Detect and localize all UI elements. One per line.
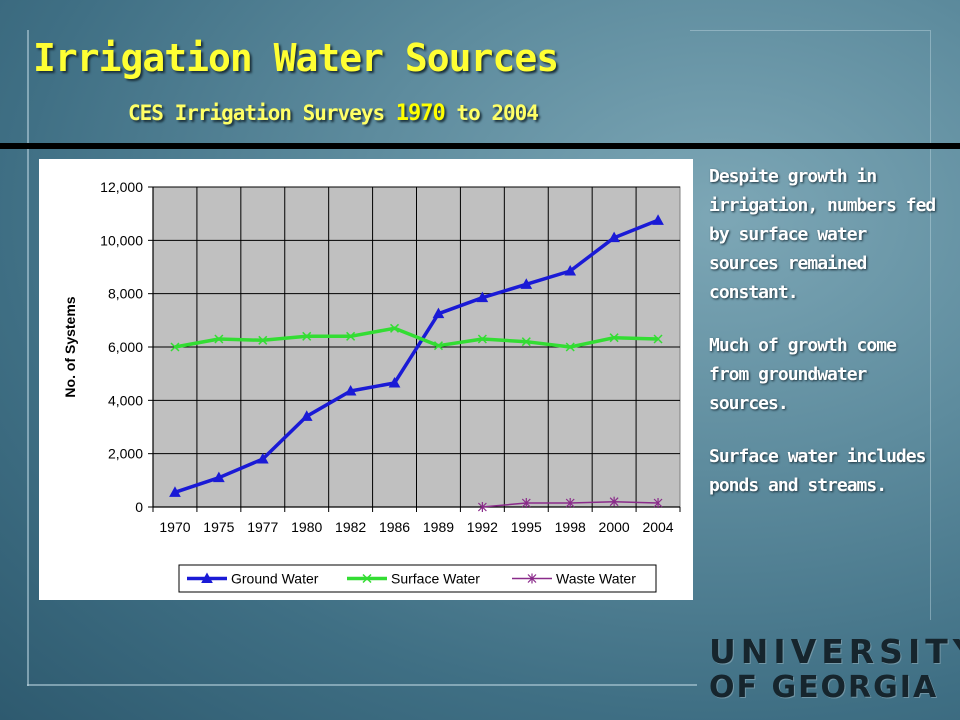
data-point-surface-water-stroke [609, 333, 619, 343]
data-point-surface-water [214, 334, 224, 344]
series-line-ground-water [174, 218, 659, 494]
data-point-ground-water [520, 278, 533, 289]
x-tick-label: 2000 [599, 519, 630, 535]
data-point-ground-water [388, 376, 401, 388]
frame-line-bottom [27, 684, 697, 686]
data-point-surface-water [653, 334, 663, 344]
university-logo: UNIVERSITY OF GEORGIA [709, 634, 960, 706]
legend-box [178, 564, 657, 593]
notes-panel: Despite growth in irrigation, numbers fe… [709, 162, 944, 524]
x-tick-label: 1982 [335, 519, 366, 535]
data-point-surface-water-stroke [390, 323, 400, 333]
slide-title: Irrigation Water Sources [33, 36, 559, 80]
y-tick-label: 0 [135, 499, 143, 515]
data-point-ground-water [476, 291, 489, 303]
data-point-surface-water-stroke [258, 335, 268, 345]
y-tick-label: 8,000 [108, 286, 143, 302]
data-point-surface-water [433, 341, 443, 351]
x-tick-label: 1989 [423, 519, 454, 535]
legend-marker-ground-water [201, 572, 213, 583]
legend-label-surface-water: Surface Water [391, 571, 480, 587]
y-tick-label: 12,000 [100, 179, 143, 195]
y-tick-label: 4,000 [108, 392, 143, 408]
data-point-surface-water-stroke [214, 334, 224, 344]
chart-container: 0 2,000 4,000 6,000 8,000 10,000 12,000 1970 197… [39, 159, 693, 600]
x-tick-label: 1992 [467, 519, 498, 535]
data-point-waste-water [653, 498, 663, 508]
x-tick-label: 1986 [379, 519, 410, 535]
x-tick-label: 1975 [203, 519, 234, 535]
y-tick-label: 10,000 [100, 232, 143, 248]
data-point-surface-water-stroke [346, 331, 356, 341]
data-point-surface-water-stroke [565, 342, 575, 352]
data-point-ground-water [608, 231, 620, 243]
x-tick-label: 1995 [511, 519, 542, 535]
data-point-surface-water [565, 342, 575, 352]
subtitle-start-year: 1970 [395, 101, 446, 126]
data-point-ground-water [300, 410, 313, 421]
series-line-surface-water [174, 326, 659, 349]
data-point-surface-water [477, 334, 487, 344]
data-point-surface-water [170, 342, 180, 352]
data-point-surface-water-stroke [477, 334, 487, 344]
data-point-surface-water [521, 337, 531, 347]
data-point-waste-water [565, 498, 575, 508]
subtitle-prefix: CES Irrigation Surveys [128, 101, 396, 125]
frame-line-left [27, 30, 29, 686]
note-surface-definition: Surface water includes ponds and streams… [709, 446, 926, 496]
x-tick-label: 1980 [291, 519, 322, 535]
data-point-ground-water [344, 384, 357, 396]
data-point-waste-water [521, 498, 531, 508]
logo-line-university: UNIVERSITY [709, 632, 960, 671]
data-point-surface-water [302, 331, 312, 341]
x-tick-label: 1977 [247, 519, 278, 535]
data-point-ground-water [169, 486, 181, 497]
y-axis-label: No. of Systems [62, 296, 78, 397]
legend-label-waste-water: Waste Water [556, 571, 636, 587]
frame-line-top [690, 30, 930, 31]
subtitle-suffix: to 2004 [444, 101, 539, 125]
data-point-ground-water [432, 307, 445, 319]
x-tick-label: 2004 [642, 519, 673, 535]
legend-marker-surface-water-stroke [362, 573, 372, 584]
title-divider [0, 143, 960, 149]
legend-marker-surface-water [362, 573, 372, 584]
x-tick-label: 1998 [555, 519, 586, 535]
data-point-surface-water [390, 323, 400, 333]
data-point-surface-water [346, 331, 356, 341]
data-point-waste-water [477, 502, 487, 512]
data-point-ground-water [564, 264, 577, 276]
data-point-ground-water [652, 214, 664, 225]
frame-line-right [930, 30, 931, 620]
data-point-surface-water-stroke [433, 341, 443, 351]
logo-line-of-georgia: OF GEORGIA [709, 670, 939, 705]
data-point-surface-water [609, 333, 619, 343]
y-tick-label: 2,000 [108, 446, 143, 462]
slide-subtitle: CES Irrigation Surveys 1970 to 2004 [128, 101, 539, 126]
note-groundwater-growth: Much of growth come from groundwater sou… [709, 335, 897, 414]
data-point-surface-water-stroke [302, 331, 312, 341]
x-tick-label: 1970 [159, 519, 190, 535]
note-surface-constant: Despite growth in irrigation, numbers fe… [709, 166, 936, 303]
line-chart: 0 2,000 4,000 6,000 8,000 10,000 12,000 1970 197… [62, 179, 681, 593]
data-point-surface-water-stroke [521, 337, 531, 347]
data-point-ground-water [256, 452, 269, 464]
y-tick-label: 6,000 [108, 339, 143, 355]
data-point-surface-water-stroke [170, 342, 180, 352]
data-point-waste-water [609, 496, 619, 507]
data-point-surface-water [258, 335, 268, 345]
legend-marker-waste-water [527, 573, 537, 584]
data-point-surface-water-stroke [653, 334, 663, 344]
legend-label-ground-water: Ground Water [231, 571, 319, 587]
data-point-ground-water [213, 471, 225, 483]
